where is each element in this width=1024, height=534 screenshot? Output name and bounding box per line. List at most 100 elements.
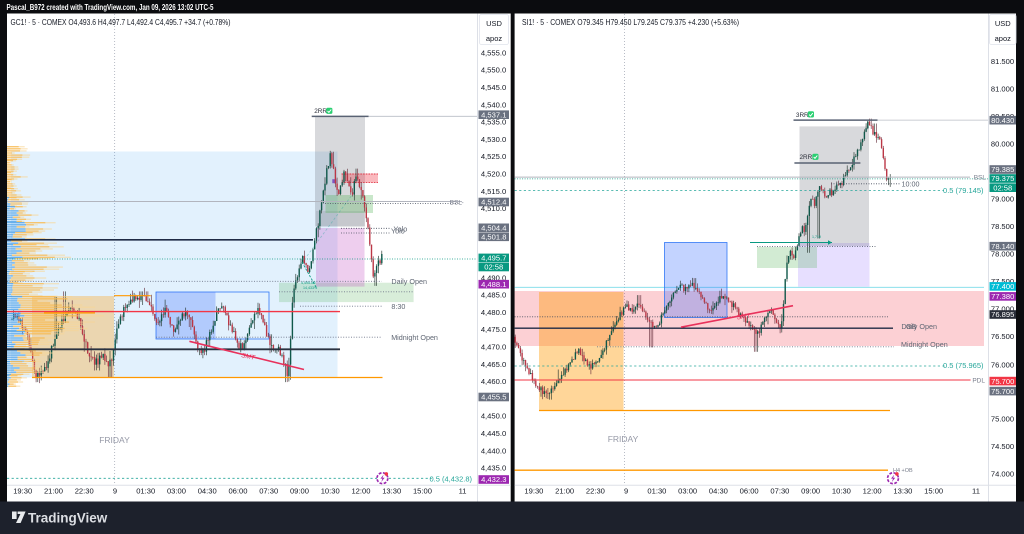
- svg-text:9: 9: [624, 486, 628, 495]
- svg-text:4,550.0: 4,550.0: [481, 66, 506, 75]
- svg-text:USD: USD: [995, 19, 1011, 28]
- svg-text:75.700: 75.700: [991, 387, 1014, 396]
- svg-text:75.000: 75.000: [991, 415, 1014, 424]
- svg-text:4,501.8: 4,501.8: [481, 233, 506, 242]
- svg-text:4,460.0: 4,460.0: [481, 377, 506, 386]
- svg-text:Midnight Open: Midnight Open: [901, 340, 948, 349]
- svg-text:22:30: 22:30: [586, 486, 605, 495]
- svg-text:Pascal_B972 created with Tradi: Pascal_B972 created with TradingView.com…: [7, 2, 214, 12]
- svg-text:4,495.0R: 4,495.0R: [301, 281, 316, 285]
- svg-text:4,435.0: 4,435.0: [481, 464, 506, 473]
- svg-text:4,512.4: 4,512.4: [481, 198, 506, 207]
- svg-text:14,433%: 14,433%: [303, 286, 318, 290]
- svg-text:Yolo: Yolo: [394, 225, 408, 234]
- svg-text:4,540.0: 4,540.0: [481, 100, 506, 109]
- svg-text:06:00: 06:00: [228, 486, 247, 495]
- svg-text:4,515.0: 4,515.0: [481, 187, 506, 196]
- svg-text:TradingView: TradingView: [28, 511, 108, 526]
- svg-text:Yolo: Yolo: [391, 227, 405, 236]
- svg-text:81.500: 81.500: [991, 57, 1014, 66]
- svg-text:10:00: 10:00: [902, 180, 920, 189]
- svg-text:03:00: 03:00: [167, 486, 186, 495]
- svg-text:13:30: 13:30: [382, 486, 401, 495]
- svg-text:Daily Open: Daily Open: [901, 322, 937, 331]
- svg-text:4,480.0: 4,480.0: [481, 308, 506, 317]
- svg-text:75.700: 75.700: [991, 377, 1014, 386]
- svg-text:SMT: SMT: [736, 312, 752, 321]
- svg-text:80.430: 80.430: [991, 116, 1014, 125]
- svg-text:21:00: 21:00: [555, 486, 574, 495]
- svg-text:80.000: 80.000: [991, 140, 1014, 149]
- svg-text:4,450.0: 4,450.0: [481, 412, 506, 421]
- svg-text:USD: USD: [486, 19, 502, 28]
- svg-text:19:30: 19:30: [13, 486, 32, 495]
- svg-text:4,475.0: 4,475.0: [481, 325, 506, 334]
- svg-text:13:30: 13:30: [893, 486, 912, 495]
- svg-text:04:30: 04:30: [709, 486, 728, 495]
- svg-text:01:30: 01:30: [136, 486, 155, 495]
- svg-text:SMT: SMT: [241, 352, 257, 362]
- svg-text:4,510.0: 4,510.0: [481, 204, 506, 213]
- svg-text:Daily Open: Daily Open: [391, 277, 427, 286]
- svg-text:H4 +OB: H4 +OB: [893, 468, 913, 474]
- svg-text:apoz: apoz: [486, 34, 503, 43]
- svg-text:-: -: [462, 199, 464, 206]
- svg-text:01:30: 01:30: [647, 486, 666, 495]
- svg-text:78.500: 78.500: [991, 222, 1014, 231]
- svg-text:77.500: 77.500: [991, 277, 1014, 286]
- svg-text:2RR: 2RR: [800, 154, 813, 161]
- svg-text:74.500: 74.500: [991, 442, 1014, 451]
- svg-text:4,445.0: 4,445.0: [481, 429, 506, 438]
- svg-text:1,719: 1,719: [812, 235, 821, 239]
- svg-text:09:00: 09:00: [801, 486, 820, 495]
- svg-text:0.5 (79.145): 0.5 (79.145): [943, 186, 984, 195]
- svg-text:21:00: 21:00: [44, 486, 63, 495]
- svg-text:4,488.1: 4,488.1: [481, 280, 506, 289]
- svg-text:apoz: apoz: [995, 34, 1012, 43]
- svg-text:4,537.1: 4,537.1: [481, 110, 506, 119]
- svg-text:GC1! · 5 · COMEX O4,493.6 H4: GC1! · 5 · COMEX O4,493.6 H4,497.7 L4,49…: [11, 17, 231, 27]
- svg-text:Midnight Open: Midnight Open: [391, 333, 438, 342]
- svg-text:4,465.0: 4,465.0: [481, 360, 506, 369]
- svg-text:4,525.0: 4,525.0: [481, 152, 506, 161]
- svg-text:10:30: 10:30: [321, 486, 340, 495]
- svg-text:4,470.0: 4,470.0: [481, 343, 506, 352]
- svg-text:4,530.0: 4,530.0: [481, 135, 506, 144]
- svg-text:SI1! · 5 · COMEX O79.345 H79: SI1! · 5 · COMEX O79.345 H79.450 L79.245…: [522, 17, 739, 27]
- svg-text:07:30: 07:30: [770, 486, 789, 495]
- svg-text:15:00: 15:00: [413, 486, 432, 495]
- svg-text:11: 11: [972, 486, 980, 495]
- svg-text:03:00: 03:00: [678, 486, 697, 495]
- svg-text:4,455.5: 4,455.5: [481, 393, 506, 402]
- svg-text:22:30: 22:30: [75, 486, 94, 495]
- svg-text:77.000: 77.000: [991, 305, 1014, 314]
- svg-text:15:00: 15:00: [924, 486, 943, 495]
- svg-text:12:00: 12:00: [351, 486, 370, 495]
- svg-text:FRIDAY: FRIDAY: [99, 435, 130, 445]
- svg-text:BSL: BSL: [974, 175, 987, 182]
- svg-text:81.000: 81.000: [991, 85, 1014, 94]
- svg-text:4,432.3: 4,432.3: [481, 475, 506, 484]
- svg-text:76.500: 76.500: [991, 332, 1014, 341]
- svg-text:10:30: 10:30: [832, 486, 851, 495]
- svg-text:77.400: 77.400: [991, 282, 1014, 291]
- svg-text:79.385: 79.385: [991, 165, 1014, 174]
- svg-text:4,490.0: 4,490.0: [481, 273, 506, 282]
- svg-text:02:58: 02:58: [484, 263, 503, 272]
- svg-text:74.000: 74.000: [991, 470, 1014, 479]
- svg-text:2RR: 2RR: [314, 108, 327, 115]
- svg-text:11: 11: [459, 486, 467, 495]
- svg-text:79.000: 79.000: [991, 195, 1014, 204]
- svg-text:4,504.4: 4,504.4: [481, 224, 506, 233]
- svg-text:77.380: 77.380: [991, 292, 1014, 301]
- svg-text:78.140: 78.140: [991, 242, 1014, 251]
- svg-text:0.5 (75.965): 0.5 (75.965): [943, 361, 984, 370]
- svg-text:09:00: 09:00: [290, 486, 309, 495]
- svg-text:19:30: 19:30: [524, 486, 543, 495]
- svg-text:4,495.7: 4,495.7: [481, 254, 506, 263]
- svg-text:OB: OB: [906, 322, 917, 331]
- svg-text:07:30: 07:30: [259, 486, 278, 495]
- svg-text:4,535.0: 4,535.0: [481, 118, 506, 127]
- svg-text:4,440.0: 4,440.0: [481, 446, 506, 455]
- svg-text:12:00: 12:00: [863, 486, 882, 495]
